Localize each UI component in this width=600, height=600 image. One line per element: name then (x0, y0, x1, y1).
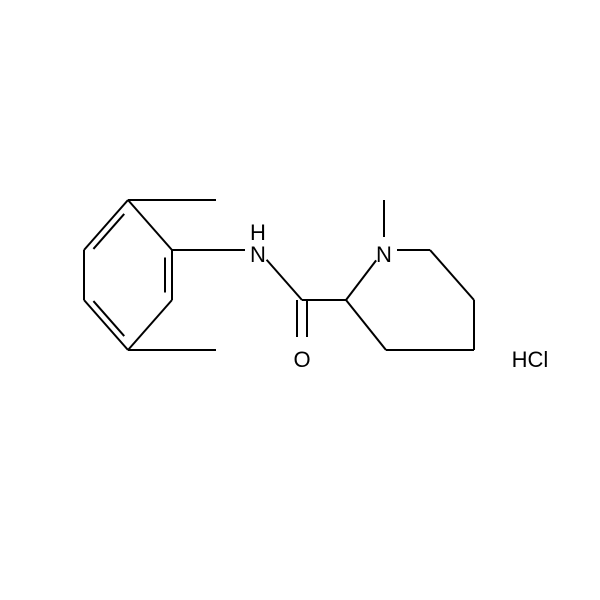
bond-line (346, 300, 386, 350)
bond-line (93, 214, 124, 249)
atom-label-N1b: N (250, 242, 266, 267)
bond-line (430, 250, 474, 300)
bond-line (128, 300, 172, 350)
bond-line (346, 260, 376, 300)
bond-line (84, 300, 128, 350)
atom-label-HCl: HCl (512, 347, 549, 372)
atom-label-N2: N (376, 242, 392, 267)
chemical-structure-svg: HNONHCl (0, 0, 600, 600)
bond-line (267, 260, 302, 300)
atom-label-O: O (293, 347, 310, 372)
bond-line (128, 200, 172, 250)
bond-line (93, 301, 124, 336)
bond-line (84, 200, 128, 250)
